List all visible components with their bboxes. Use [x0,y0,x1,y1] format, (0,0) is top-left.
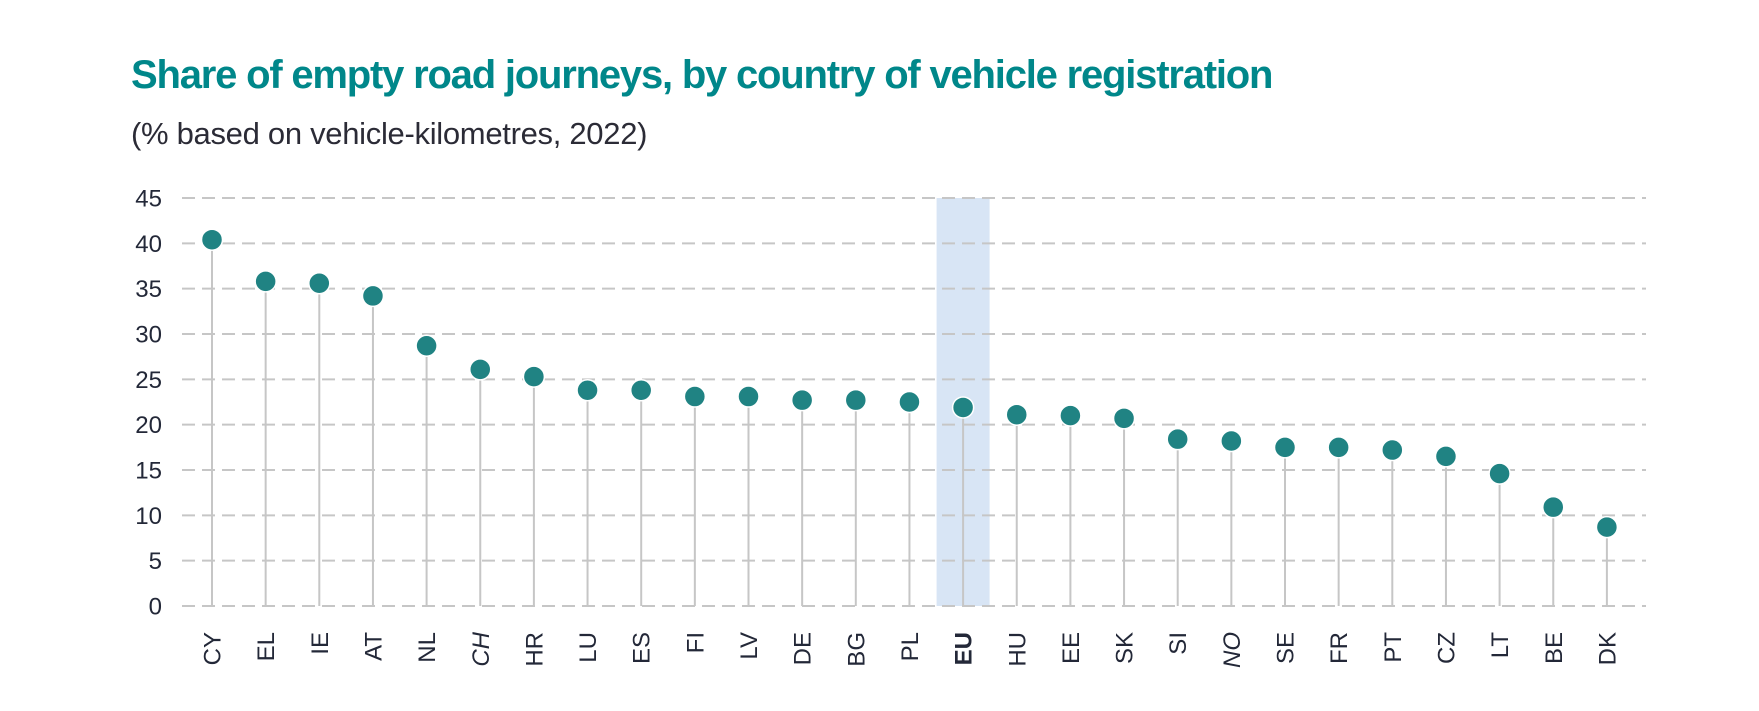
x-tick-label-eu: EU [951,632,978,665]
data-point-bg [844,388,868,412]
x-tick-label-pl: PL [897,632,924,661]
y-tick-label: 45 [135,186,162,213]
data-point-pl [898,390,921,414]
y-tick-label: 5 [149,548,162,575]
data-point-fi [683,385,707,408]
x-tick-label-bg: BG [843,632,870,667]
x-tick-label-at: AT [360,632,387,661]
x-tick-label-de: DE [790,632,817,665]
x-tick-label-cz: CZ [1433,632,1460,664]
x-tick-label-lu: LU [575,632,602,663]
x-tick-label-no: NO [1219,632,1246,668]
data-point-at [361,284,385,308]
y-axis-ticks: 0 5 10 15 20 25 30 35 40 45 [135,186,162,621]
x-tick-label-ch: CH [468,631,495,666]
data-point-lv [737,385,760,408]
data-point-es [629,378,653,402]
y-tick-label: 35 [135,276,162,303]
x-tick-label-dk: DK [1594,632,1621,665]
data-point-cz [1434,445,1458,468]
y-tick-label: 15 [135,458,162,485]
data-point-ie [308,271,331,295]
data-point-dk [1595,515,1619,539]
y-tick-label: 30 [135,322,162,349]
data-point-nl [415,334,438,358]
x-tick-label-cy: CY [200,632,227,665]
x-tick-label-pt: PT [1380,632,1407,663]
x-tick-label-lt: LT [1487,632,1514,659]
y-tick-label: 20 [135,412,162,439]
x-tick-label-ie: IE [307,632,334,655]
x-tick-label-fi: FI [682,632,709,653]
x-tick-label-lv: LV [736,632,763,660]
stems [211,239,1608,606]
chart-title: Share of empty road journeys, by country… [131,53,1273,97]
data-point-no [1220,429,1243,453]
y-tick-label: 10 [135,503,162,530]
data-point-se [1273,436,1297,459]
data-point-cy [200,228,224,251]
data-point-fr [1327,436,1350,459]
data-point-lu [576,378,599,402]
data-point-de [790,388,814,412]
y-tick-label: 25 [135,367,162,394]
x-tick-label-hu: HU [1004,632,1031,667]
data-point-el [254,270,277,293]
data-point-eu [951,396,975,419]
x-tick-label-el: EL [253,632,280,661]
x-tick-label-hr: HR [521,632,548,667]
x-tick-label-fr: FR [1326,632,1353,664]
y-tick-label: 40 [135,231,162,258]
data-point-be [1542,495,1565,519]
x-tick-label-nl: NL [414,632,441,663]
x-tick-label-be: BE [1541,632,1568,664]
data-point-lt [1488,462,1511,485]
x-axis-labels: CY EL IE AT NL CH HR LU ES FI LV DE BG PL EU HU EE SK SI NO… [200,631,1622,668]
data-point-pt [1381,438,1404,462]
chart-subtitle: (% based on vehicle-kilometres, 2022) [131,116,648,151]
data-point-si [1166,427,1189,451]
data-point-hr [522,365,546,388]
data-point-ch [469,358,492,381]
y-tick-label: 0 [149,594,162,621]
x-tick-label-ee: EE [1058,632,1085,664]
x-tick-label-sk: SK [1112,632,1139,664]
x-tick-label-se: SE [1273,632,1300,664]
x-tick-label-si: SI [1165,632,1192,655]
data-point-sk [1112,407,1136,430]
data-points [200,228,1619,539]
x-tick-label-es: ES [629,632,656,664]
data-point-hu [1005,403,1028,426]
data-point-ee [1059,404,1082,427]
